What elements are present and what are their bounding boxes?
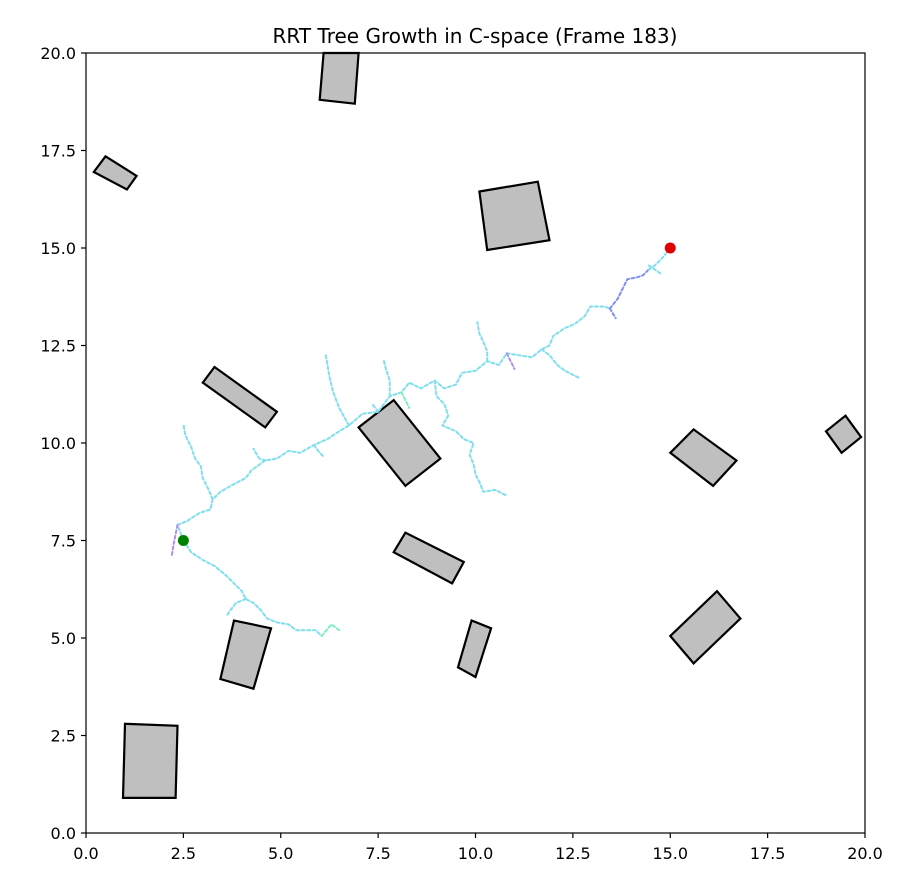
obstacle-6 bbox=[668, 427, 739, 488]
obstacle-4 bbox=[201, 365, 279, 429]
tree-branch-8 bbox=[225, 598, 247, 618]
obstacle-8 bbox=[392, 531, 466, 585]
tree-branch-20 bbox=[540, 348, 582, 380]
y-tick-label: 7.5 bbox=[51, 532, 76, 551]
tree-branch-13 bbox=[324, 352, 350, 427]
tree-branch-7 bbox=[320, 623, 341, 637]
x-axis: 0.0 2.5 5.0 7.5 10.0 12.5 15.0 17.5 20.0 bbox=[73, 833, 883, 863]
tree-branch-5 bbox=[647, 264, 662, 275]
y-tick-label: 20.0 bbox=[40, 44, 76, 63]
obstacle-5 bbox=[357, 398, 442, 488]
y-tick-label: 2.5 bbox=[51, 727, 76, 746]
x-tick-label: 15.0 bbox=[652, 844, 688, 863]
tree-branch-14 bbox=[383, 360, 391, 398]
tree-branch-6 bbox=[182, 539, 323, 637]
obstacle-10 bbox=[456, 619, 493, 679]
obstacle-3 bbox=[478, 180, 551, 252]
y-tick-label: 17.5 bbox=[40, 142, 76, 161]
y-tick-label: 10.0 bbox=[40, 434, 76, 453]
tree-branch-10 bbox=[182, 422, 214, 501]
rrt-tree bbox=[170, 247, 672, 637]
tree-branch-9 bbox=[170, 523, 179, 558]
tree-branch-16 bbox=[400, 391, 411, 409]
y-axis: 0.0 2.5 5.0 7.5 10.0 12.5 15.0 17.5 20.0 bbox=[40, 44, 86, 843]
x-tick-label: 7.5 bbox=[365, 844, 390, 863]
y-tick-label: 15.0 bbox=[40, 239, 76, 258]
tree-branch-19 bbox=[505, 352, 516, 370]
start-point bbox=[177, 535, 189, 546]
x-tick-label: 20.0 bbox=[847, 844, 883, 863]
y-tick-label: 0.0 bbox=[51, 824, 76, 843]
chart-title: RRT Tree Growth in C-space (Frame 183) bbox=[273, 24, 678, 48]
obstacles bbox=[92, 51, 863, 800]
y-tick-label: 12.5 bbox=[40, 337, 76, 356]
x-tick-label: 12.5 bbox=[555, 844, 591, 863]
tree-branch-2 bbox=[608, 268, 650, 310]
goal-point bbox=[664, 242, 676, 254]
x-tick-label: 17.5 bbox=[750, 844, 786, 863]
tree-branch-17 bbox=[433, 379, 508, 497]
tree-branch-15 bbox=[371, 403, 380, 413]
obstacle-2 bbox=[92, 154, 139, 191]
x-tick-label: 0.0 bbox=[73, 844, 98, 863]
obstacle-1 bbox=[318, 51, 360, 105]
plot-frame bbox=[85, 52, 866, 834]
tree-branch-4 bbox=[608, 307, 617, 320]
markers bbox=[177, 242, 676, 546]
tree-branch-11 bbox=[252, 447, 267, 462]
tree-branch-18 bbox=[476, 321, 489, 363]
x-tick-label: 2.5 bbox=[171, 844, 196, 863]
obstacle-11 bbox=[668, 589, 742, 666]
y-tick-label: 5.0 bbox=[51, 629, 76, 648]
x-tick-label: 10.0 bbox=[458, 844, 494, 863]
x-tick-label: 5.0 bbox=[268, 844, 293, 863]
tree-branch-12 bbox=[312, 444, 325, 458]
obstacle-12 bbox=[121, 722, 179, 800]
obstacle-9 bbox=[219, 619, 273, 691]
obstacle-7 bbox=[824, 414, 863, 455]
